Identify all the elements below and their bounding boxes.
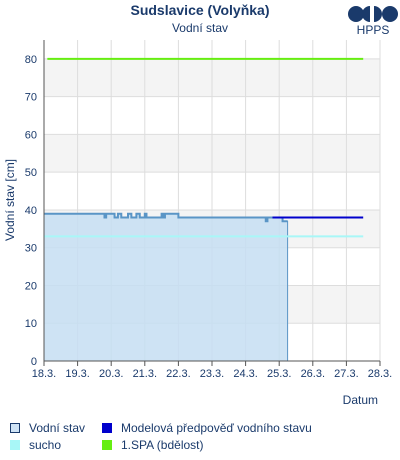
x-tick-label: 23.3. xyxy=(200,368,224,380)
legend-item-forecast: Modelová předpověď vodního stavu xyxy=(102,420,312,436)
y-tick-label: 30 xyxy=(25,243,37,255)
legend-item-drought: sucho xyxy=(10,437,61,453)
x-tick-label: 26.3. xyxy=(301,368,325,380)
legend-swatch-forecast xyxy=(102,423,112,433)
x-tick-label: 20.3. xyxy=(99,368,123,380)
x-tick-label: 24.3. xyxy=(233,368,257,380)
legend-item-spa1: 1.SPA (bdělost) xyxy=(102,437,204,453)
x-axis-label: Datum xyxy=(343,393,378,407)
legend-swatch-observed xyxy=(10,423,20,433)
y-tick-label: 70 xyxy=(25,92,37,104)
chart-title: Sudslavice (Volyňka) xyxy=(130,2,270,18)
y-tick-label: 10 xyxy=(25,318,37,330)
x-tick-label: 27.3. xyxy=(334,368,358,380)
legend-swatch-spa1 xyxy=(102,440,112,450)
y-tick-label: 0 xyxy=(31,356,37,368)
y-axis-label: Vodní stav [cm] xyxy=(3,159,17,241)
x-tick-label: 21.3. xyxy=(133,368,157,380)
y-tick-label: 40 xyxy=(25,205,37,217)
series-observed-line xyxy=(44,212,288,223)
legend-label-forecast: Modelová předpověď vodního stavu xyxy=(121,421,312,435)
plot-axes: 0 10 20 30 40 50 60 70 80 18.3. 19.3. 20.3. 21.3. 22.… xyxy=(25,40,392,380)
legend-label-observed: Vodní stav xyxy=(29,421,86,435)
legend-label-spa1: 1.SPA (bdělost) xyxy=(121,438,204,452)
hpps-logo: HPPS xyxy=(346,4,400,44)
legend-item-observed: Vodní stav xyxy=(10,420,85,436)
y-tick-label: 50 xyxy=(25,167,37,179)
y-tick-label: 60 xyxy=(25,129,37,141)
hydrograph-chart: 0 10 20 30 40 50 60 70 80 18.3. 19.3. 20.3. 21.3. 22.… xyxy=(3,40,392,407)
legend: Vodní stav Modelová předpověď vodního st… xyxy=(10,420,400,456)
chart-subtitle: Vodní stav xyxy=(171,21,229,35)
legend-label-drought: sucho xyxy=(29,438,62,452)
x-tick-label: 28.3. xyxy=(368,368,392,380)
x-tick-label: 25.3. xyxy=(267,368,291,380)
x-tick-label: 22.3. xyxy=(166,368,190,380)
y-tick-label: 20 xyxy=(25,280,37,292)
x-tick-label: 19.3. xyxy=(65,368,89,380)
plot-series xyxy=(43,57,364,362)
hpps-logo-icon xyxy=(348,6,398,22)
y-tick-label: 80 xyxy=(25,54,37,66)
legend-swatch-drought xyxy=(10,440,20,450)
x-tick-label: 18.3. xyxy=(32,368,56,380)
logo-text: HPPS xyxy=(356,23,390,37)
